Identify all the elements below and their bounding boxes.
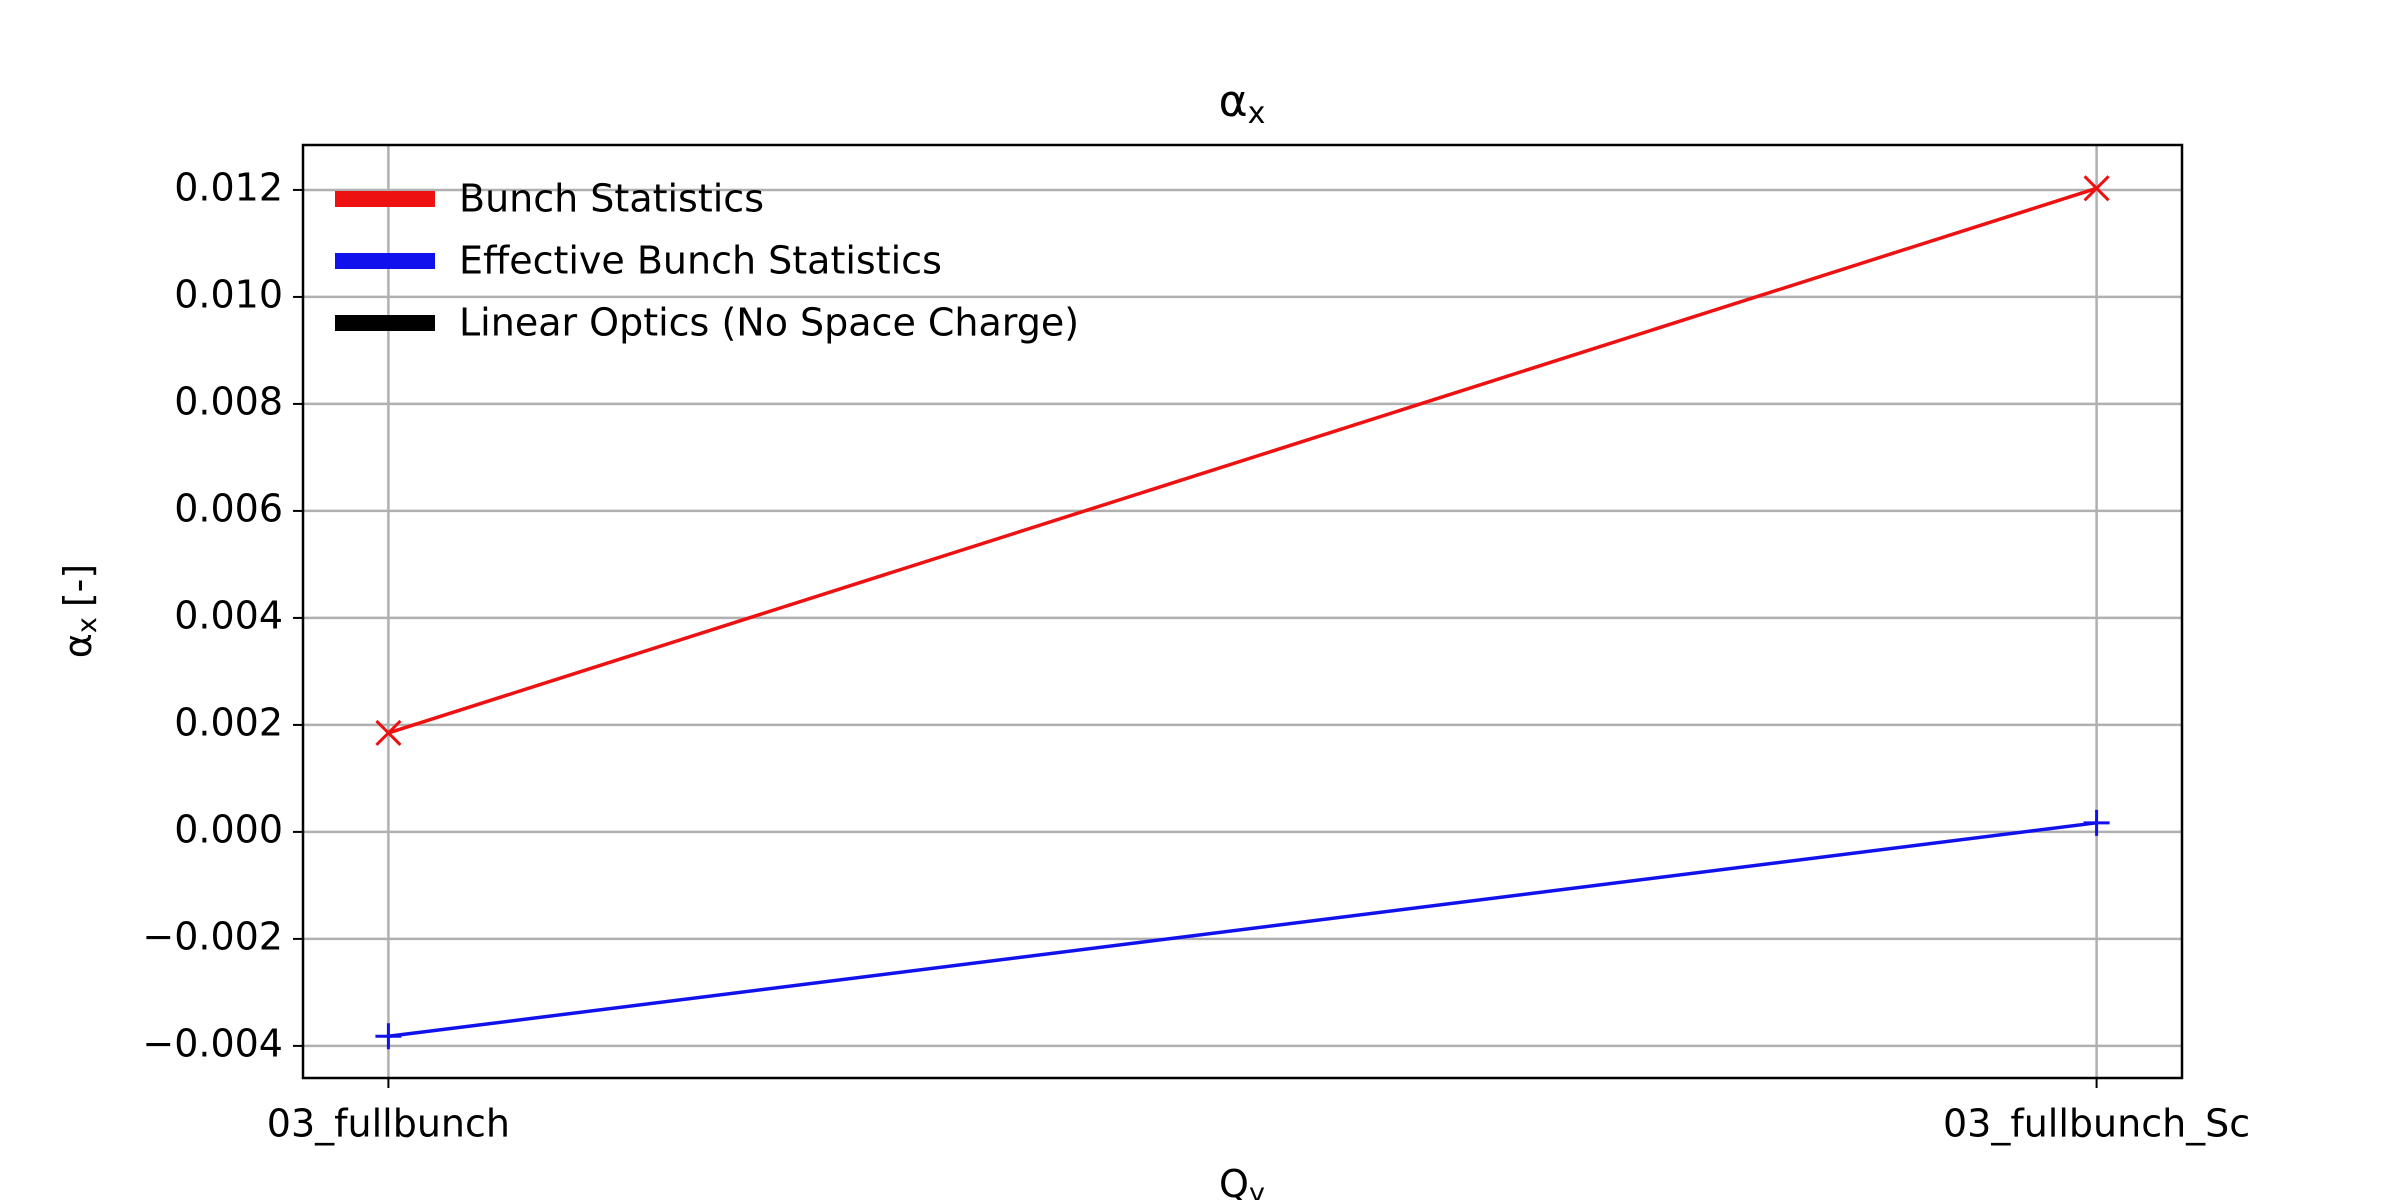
legend-label: Linear Optics (No Space Charge) (459, 301, 1079, 345)
series-line (387, 186, 2098, 735)
title-symbol: α (1219, 76, 1248, 127)
ylabel-unit: [-] (56, 564, 100, 607)
y-tick-label: −0.002 (142, 914, 283, 958)
x-tick-label: 03_fullbunch_Sc (1943, 1102, 2250, 1146)
chart-title: αx (1219, 76, 1266, 131)
x-axis-label: Qy (1219, 1162, 1265, 1200)
xlabel-symbol: Q (1219, 1162, 1249, 1200)
ylabel-subscript: x (72, 617, 103, 633)
point-marker (375, 719, 402, 747)
legend-label: Bunch Statistics (459, 177, 764, 221)
point-marker (2083, 809, 2110, 836)
y-tick-label: 0.004 (174, 593, 283, 637)
y-axis-label: αx [-] (56, 564, 103, 658)
y-tick-label: 0.006 (174, 486, 283, 530)
title-subscript: x (1248, 96, 1266, 131)
y-tick-label: 0.010 (174, 272, 283, 316)
xlabel-subscript: y (1249, 1178, 1265, 1200)
series-line (388, 821, 2097, 1039)
y-tick-label: 0.002 (174, 700, 283, 744)
y-tick-label: −0.004 (142, 1021, 283, 1065)
y-tick-label: 0.008 (174, 379, 283, 423)
point-marker (2083, 175, 2110, 202)
x-tick-label: 03_fullbunch (267, 1102, 510, 1146)
y-tick-label: 0.012 (174, 165, 283, 209)
plot-frame (301, 143, 2184, 1080)
y-tick-label: 0.000 (174, 807, 283, 851)
ylabel-symbol: α (56, 633, 100, 658)
legend-label: Effective Bunch Statistics (459, 239, 942, 283)
point-marker (375, 1023, 402, 1050)
